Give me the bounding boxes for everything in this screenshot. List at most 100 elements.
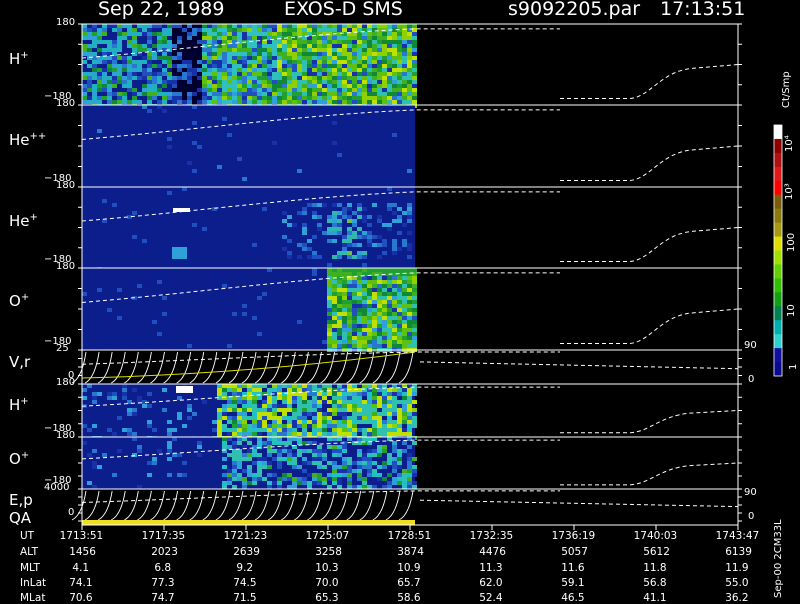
- heatmap-cell: [332, 280, 337, 284]
- heatmap-cell: [412, 56, 417, 60]
- trace-line: [81, 191, 560, 222]
- heatmap-cell: [337, 392, 342, 396]
- heatmap-cell: [247, 437, 252, 441]
- heatmap-cell: [357, 328, 362, 332]
- heatmap-cell: [287, 388, 292, 392]
- heatmap-cell: [402, 88, 407, 92]
- heatmap-cell: [387, 396, 392, 400]
- heatmap-cell: [177, 24, 182, 28]
- heatmap-cell: [322, 100, 327, 104]
- heatmap-cell: [252, 64, 257, 68]
- heatmap-cell: [302, 449, 307, 453]
- heatmap-cell: [122, 88, 127, 92]
- heatmap-cell: [372, 485, 377, 489]
- heatmap-cell: [402, 100, 407, 104]
- heatmap-cell: [392, 203, 397, 207]
- heatmap-cell: [372, 284, 377, 288]
- heatmap-cell: [172, 88, 177, 92]
- heatmap-cell: [377, 296, 382, 300]
- heatmap-cell: [377, 400, 382, 404]
- heatmap-cell: [287, 215, 292, 219]
- heatmap-cell: [147, 88, 152, 92]
- heatmap-cell: [407, 207, 412, 211]
- heatmap-cell: [142, 105, 147, 109]
- heatmap-cell: [332, 60, 337, 64]
- heatmap-cell: [362, 96, 367, 100]
- heatmap-cell: [337, 481, 342, 485]
- heatmap-cell: [167, 72, 172, 76]
- heatmap-cell: [192, 121, 197, 125]
- heatmap-cell: [312, 32, 317, 36]
- heatmap-cell: [232, 72, 237, 76]
- heatmap-cell: [352, 324, 357, 328]
- heatmap-cell: [257, 396, 262, 400]
- heatmap-cell: [382, 420, 387, 424]
- heatmap-cell: [147, 404, 152, 408]
- heatmap-cell: [407, 92, 412, 96]
- heatmap-panel-3: [82, 268, 417, 352]
- heatmap-cell: [327, 328, 332, 332]
- heatmap-cell: [172, 255, 177, 259]
- heatmap-cell: [247, 48, 252, 52]
- pitch-curve: [111, 490, 126, 521]
- heatmap-cell: [157, 24, 162, 28]
- heatmap-cell: [292, 437, 297, 441]
- heatmap-cell: [132, 36, 137, 40]
- heatmap-cell: [242, 92, 247, 96]
- heatmap-cell: [132, 44, 137, 48]
- heatmap-cell: [147, 461, 152, 465]
- heatmap-cell: [212, 96, 217, 100]
- heatmap-cell: [337, 404, 342, 408]
- heatmap-cell: [317, 28, 322, 32]
- heatmap-cell: [247, 404, 252, 408]
- heatmap-cell: [122, 24, 127, 28]
- pitch-curve: [320, 490, 335, 521]
- heatmap-cell: [412, 441, 417, 445]
- heatmap-cell: [107, 36, 112, 40]
- heatmap-cell: [102, 88, 107, 92]
- pitch-curve: [124, 490, 139, 521]
- heatmap-cell: [252, 432, 257, 436]
- heatmap-cell: [267, 72, 272, 76]
- pitch-curve: [228, 351, 244, 384]
- ephemeris-cell: 1721:23: [223, 530, 268, 542]
- heatmap-cell: [292, 412, 297, 416]
- heatmap-cell: [157, 28, 162, 32]
- heatmap-cell: [312, 100, 317, 104]
- heatmap-cell: [292, 96, 297, 100]
- heatmap-cell: [307, 24, 312, 28]
- heatmap-cell: [167, 441, 172, 445]
- heatmap-cell: [277, 60, 282, 64]
- heatmap-cell: [362, 215, 367, 219]
- heatmap-cell: [352, 231, 357, 235]
- heatmap-cell: [247, 400, 252, 404]
- heatmap-cell: [392, 428, 397, 432]
- heatmap-cell: [387, 420, 392, 424]
- ephemeris-cell: 1713:51: [59, 530, 104, 542]
- heatmap-cell: [312, 255, 317, 259]
- heatmap-cell: [347, 420, 352, 424]
- heatmap-cell: [337, 64, 342, 68]
- heatmap-cell: [312, 400, 317, 404]
- heatmap-cell: [352, 328, 357, 332]
- heatmap-cell: [212, 76, 217, 80]
- heatmap-cell: [322, 449, 327, 453]
- heatmap-cell: [347, 239, 352, 243]
- heatmap-cell: [92, 84, 97, 88]
- heatmap-cell: [337, 36, 342, 40]
- heatmap-cell: [257, 461, 262, 465]
- heatmap-cell: [282, 76, 287, 80]
- heatmap-cell: [202, 92, 207, 96]
- heatmap-cell: [337, 424, 342, 428]
- heatmap-cell: [132, 432, 137, 436]
- heatmap-cell: [412, 48, 417, 52]
- heatmap-cell: [357, 76, 362, 80]
- heatmap-cell: [367, 420, 372, 424]
- heatmap-cell: [352, 280, 357, 284]
- heatmap-cell: [152, 457, 157, 461]
- heatmap-cell: [272, 96, 277, 100]
- heatmap-cell: [172, 247, 177, 251]
- heatmap-cell: [127, 68, 132, 72]
- heatmap-cell: [152, 96, 157, 100]
